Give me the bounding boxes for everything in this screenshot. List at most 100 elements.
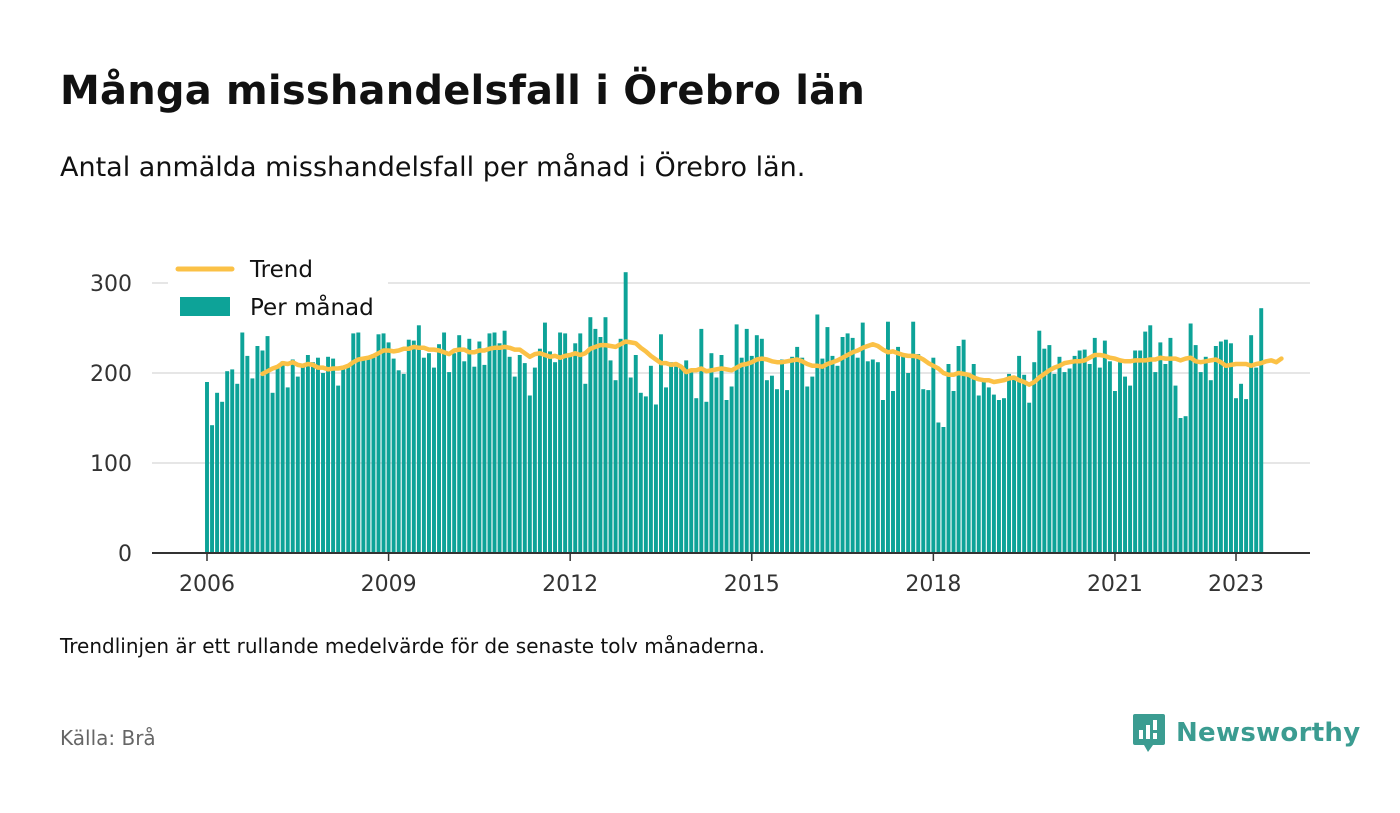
bar (1123, 376, 1127, 553)
bar (886, 321, 890, 553)
newsworthy-brand[interactable]: Newsworthy (1132, 712, 1360, 754)
chart-legend: Trend Per månad (168, 250, 388, 322)
bar (250, 378, 255, 553)
bar (613, 380, 618, 553)
bar (805, 386, 810, 553)
bar (684, 360, 689, 553)
bar (674, 366, 679, 553)
bar (648, 365, 653, 553)
bar (991, 394, 996, 553)
bar (704, 401, 709, 553)
bar (1067, 368, 1072, 553)
bar (588, 317, 593, 553)
bar (946, 364, 951, 553)
bar (1037, 330, 1042, 553)
bar (553, 362, 558, 553)
bar (1158, 342, 1163, 553)
x-tick-label: 2009 (361, 572, 417, 597)
bar (578, 333, 583, 553)
bar (371, 354, 376, 553)
bar (396, 370, 401, 553)
bar (739, 357, 744, 553)
bar (769, 375, 774, 553)
bar (936, 422, 941, 553)
bar (326, 356, 331, 553)
bar (341, 367, 346, 553)
x-tick-label: 2018 (905, 572, 961, 597)
bar (1097, 367, 1102, 553)
bar (336, 385, 341, 553)
bar (366, 356, 371, 553)
bar (749, 355, 754, 553)
bar (432, 367, 436, 553)
chart-title: Många misshandelsfall i Örebro län (60, 68, 866, 114)
bar (1168, 337, 1173, 553)
chart-note: Trendlinjen är ett rullande medelvärde f… (60, 634, 766, 658)
bar (310, 362, 315, 553)
bar (321, 373, 325, 553)
bar (643, 396, 648, 553)
bar (573, 343, 578, 553)
bar (275, 367, 280, 553)
bar (986, 387, 991, 553)
bar (744, 328, 749, 553)
bar (290, 359, 295, 553)
legend-monthly-swatch (180, 297, 230, 316)
bar (376, 334, 381, 553)
bar (860, 322, 865, 553)
bar (512, 376, 517, 553)
bar (391, 358, 396, 553)
bar (411, 340, 416, 553)
bar (1032, 362, 1037, 553)
bar (628, 377, 633, 553)
bar (891, 391, 895, 553)
bar (1077, 350, 1082, 553)
bar (845, 333, 850, 553)
bar (865, 361, 870, 553)
bar (825, 327, 830, 553)
bar (1007, 373, 1011, 553)
bar (1017, 355, 1022, 553)
bar (775, 389, 779, 553)
bar (1057, 356, 1062, 553)
bar (1107, 361, 1112, 553)
bar (442, 332, 447, 553)
bar (280, 361, 285, 553)
bar (316, 357, 320, 553)
bar (719, 355, 724, 553)
bar (679, 365, 684, 553)
bar (699, 328, 704, 553)
bar (931, 357, 936, 553)
bar (1082, 349, 1087, 553)
bar (830, 355, 835, 553)
bar (618, 338, 623, 553)
bar (1087, 364, 1092, 553)
bar (875, 362, 880, 553)
bar (653, 404, 658, 553)
bar (659, 334, 663, 553)
bar (502, 330, 507, 553)
trend-line-group (260, 339, 1284, 387)
bar (1229, 343, 1233, 553)
bar (240, 332, 245, 553)
bar (961, 339, 966, 553)
bar (452, 353, 457, 553)
source-label: Källa: Brå (60, 726, 156, 750)
bar (1102, 340, 1107, 553)
bar (1062, 372, 1067, 553)
bar (906, 373, 911, 553)
bar (593, 328, 598, 553)
bar (810, 376, 815, 553)
bar (709, 353, 714, 553)
bar (225, 371, 230, 553)
bar (855, 357, 860, 553)
bar (785, 390, 790, 553)
x-tick-label: 2006 (179, 572, 235, 597)
bar (1218, 341, 1223, 553)
bar (548, 351, 552, 553)
y-tick-label: 300 (90, 272, 132, 297)
bar (638, 392, 643, 553)
bar (1143, 331, 1148, 553)
bar (1249, 335, 1254, 553)
bar (1022, 374, 1027, 553)
